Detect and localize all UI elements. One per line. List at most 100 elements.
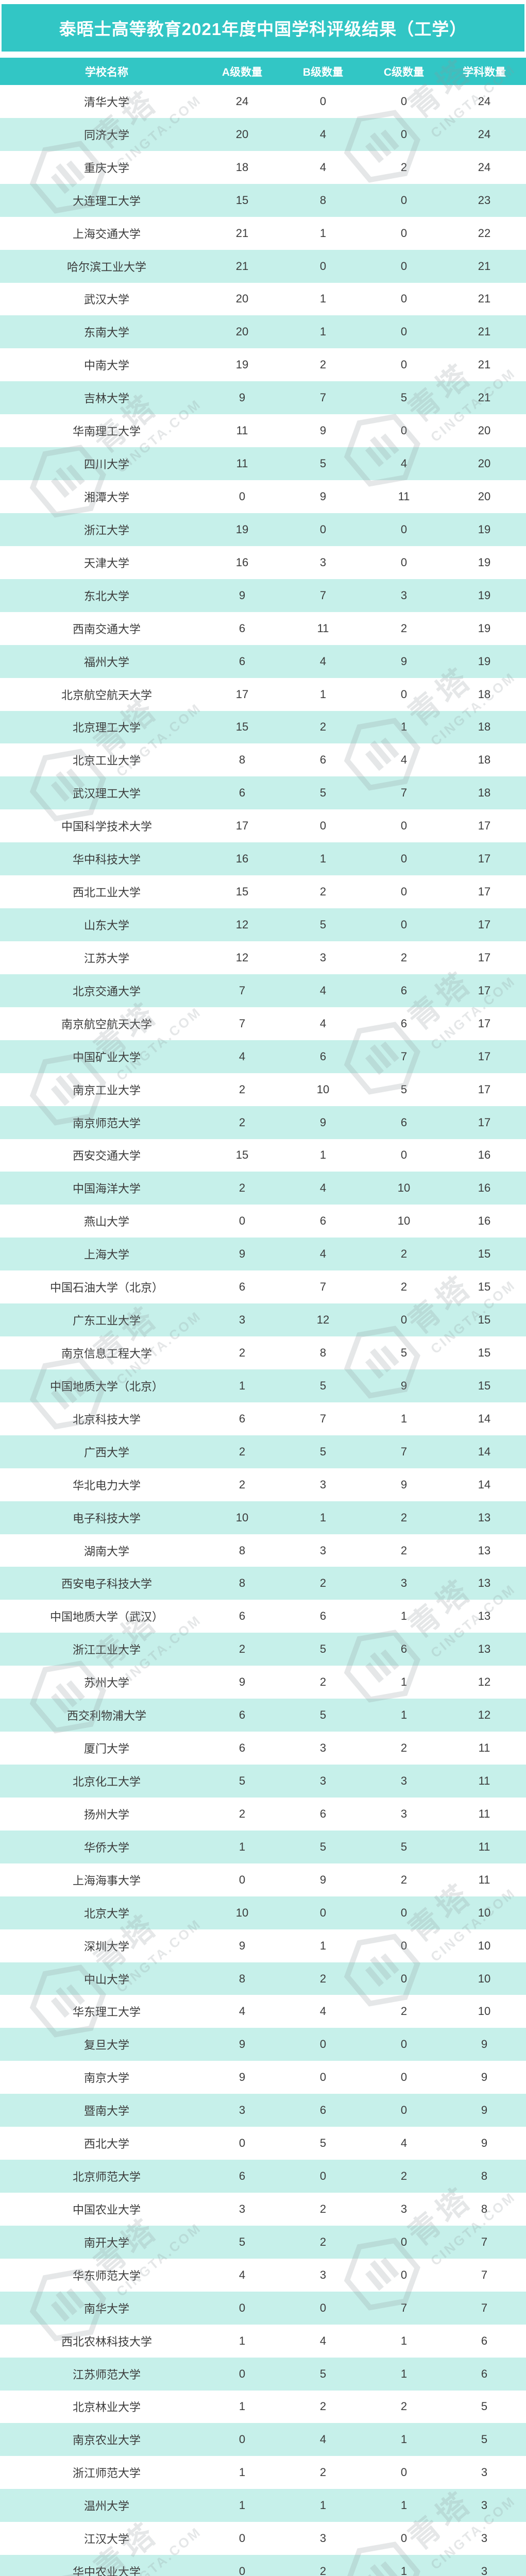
table-row: 南开大学 5 2 0 7	[0, 2225, 526, 2259]
cell-value: 6	[319, 1049, 327, 1063]
cell-value: 3	[319, 1478, 327, 1491]
cell-school-name: 广东工业大学	[72, 1314, 141, 1328]
cell-value: 11	[478, 1807, 490, 1820]
cell-value: 2	[319, 2565, 327, 2576]
table-row: 西安交通大学 15 1 0 16	[0, 1139, 526, 1172]
cell-value: 0	[400, 94, 408, 108]
table-row: 湘潭大学 0 9 11 20	[0, 480, 526, 513]
cell-value: 1	[319, 325, 327, 338]
cell-value: 0	[319, 819, 327, 833]
cell-value: 6	[239, 1280, 246, 1294]
cell-value: 1	[319, 1939, 327, 1952]
cell-value: 6	[239, 1741, 246, 1755]
cell-value: 0	[400, 2071, 408, 2084]
table-row: 华南理工大学 11 9 0 20	[0, 414, 526, 448]
cell-value: 5	[319, 1840, 327, 1853]
cell-value: 3	[239, 2104, 246, 2117]
cell-value: 3	[400, 1774, 408, 1787]
column-header-school: 学校名称	[85, 66, 128, 78]
cell-school-name: 清华大学	[83, 95, 129, 109]
cell-value: 1	[400, 2499, 408, 2512]
cell-value: 6	[400, 1016, 408, 1030]
table-row: 清华大学 24 0 0 24	[0, 85, 526, 118]
cell-value: 4	[239, 1049, 246, 1063]
cell-value: 13	[478, 1609, 491, 1623]
cell-value: 0	[400, 259, 408, 273]
cell-school-name: 中国科学技术大学	[61, 820, 152, 834]
cell-school-name: 北京理工大学	[72, 721, 141, 735]
cell-value: 9	[319, 1873, 327, 1886]
cell-value: 1	[319, 852, 327, 866]
cell-value: 11	[317, 621, 329, 635]
cell-value: 4	[319, 654, 327, 668]
cell-school-name: 西北农林科技大学	[61, 2335, 152, 2348]
cell-school-name: 中南大学	[83, 359, 129, 372]
cell-school-name: 浙江工业大学	[72, 1643, 141, 1657]
table-row: 中国地质大学（武汉） 6 6 1 13	[0, 1600, 526, 1633]
table-row: 南华大学 0 0 7 7	[0, 2291, 526, 2325]
cell-value: 2	[239, 1346, 246, 1359]
cell-value: 0	[239, 2433, 246, 2446]
table-row: 华中科技大学 16 1 0 17	[0, 842, 526, 876]
cell-value: 2	[319, 1577, 327, 1590]
table-row: 扬州大学 2 6 3 11	[0, 1797, 526, 1831]
cell-value: 10	[316, 1082, 330, 1096]
table-row: 厦门大学 6 3 2 11	[0, 1732, 526, 1765]
cell-school-name: 中山大学	[83, 1973, 129, 1986]
cell-value: 10	[478, 2005, 491, 2018]
cell-value: 20	[478, 490, 491, 503]
cell-value: 0	[400, 1972, 408, 1985]
cell-value: 4	[239, 2005, 246, 2018]
table-row: 北京化工大学 5 3 3 11	[0, 1765, 526, 1798]
table-row: 东北大学 9 7 3 19	[0, 579, 526, 612]
cell-value: 4	[400, 2137, 408, 2150]
cell-value: 11	[478, 1873, 490, 1886]
cell-value: 5	[239, 1774, 246, 1787]
cell-school-name: 厦门大学	[83, 1742, 129, 1756]
cell-school-name: 福州大学	[83, 655, 129, 669]
cell-value: 15	[478, 1313, 491, 1327]
table-row: 华东理工大学 4 4 2 10	[0, 1995, 526, 2028]
table-row: 深圳大学 9 1 0 10	[0, 1929, 526, 1962]
cell-school-name: 电子科技大学	[72, 1512, 141, 1525]
cell-school-name: 中国石油大学（北京）	[49, 1281, 163, 1295]
cell-school-name: 西北工业大学	[72, 886, 141, 900]
cell-value: 19	[478, 588, 491, 602]
cell-school-name: 浙江师范大学	[72, 2467, 141, 2480]
cell-value: 4	[319, 1016, 327, 1030]
cell-value: 1	[319, 226, 327, 240]
cell-value: 5	[319, 1379, 327, 1392]
table-row: 中国地质大学（北京） 1 5 9 15	[0, 1369, 526, 1402]
table-row: 西交利物浦大学 6 5 1 12	[0, 1699, 526, 1732]
cell-value: 13	[478, 1511, 491, 1524]
table-row: 燕山大学 0 6 10 16	[0, 1205, 526, 1238]
cell-value: 2	[400, 2170, 408, 2183]
table-row: 华东师范大学 4 3 0 7	[0, 2258, 526, 2292]
cell-value: 1	[319, 1511, 327, 1524]
cell-school-name: 西安交通大学	[72, 1149, 141, 1163]
cell-value: 7	[481, 2268, 488, 2281]
cell-value: 8	[239, 753, 246, 767]
cell-value: 9	[400, 1379, 408, 1392]
cell-value: 6	[319, 1214, 327, 1228]
cell-value: 13	[478, 1642, 491, 1656]
cell-value: 2	[239, 1642, 246, 1656]
cell-school-name: 北京科技大学	[72, 1413, 141, 1426]
cell-value: 1	[239, 2466, 246, 2479]
cell-value: 1	[239, 2334, 246, 2347]
cell-value: 16	[235, 555, 249, 569]
cell-school-name: 上海大学	[83, 1248, 129, 1262]
cell-value: 5	[319, 786, 327, 800]
cell-value: 8	[481, 2202, 488, 2215]
cell-value: 6	[319, 1609, 327, 1623]
cell-value: 9	[239, 2071, 246, 2084]
cell-value: 3	[239, 1313, 246, 1327]
cell-school-name: 南开大学	[83, 2236, 129, 2249]
cell-value: 8	[319, 1346, 327, 1359]
cell-value: 3	[481, 2499, 488, 2512]
cell-school-name: 大连理工大学	[72, 194, 141, 208]
cell-value: 0	[400, 226, 408, 240]
cell-value: 12	[235, 918, 249, 931]
table-row: 华侨大学 1 5 5 11	[0, 1830, 526, 1863]
cell-value: 2	[400, 1544, 408, 1557]
